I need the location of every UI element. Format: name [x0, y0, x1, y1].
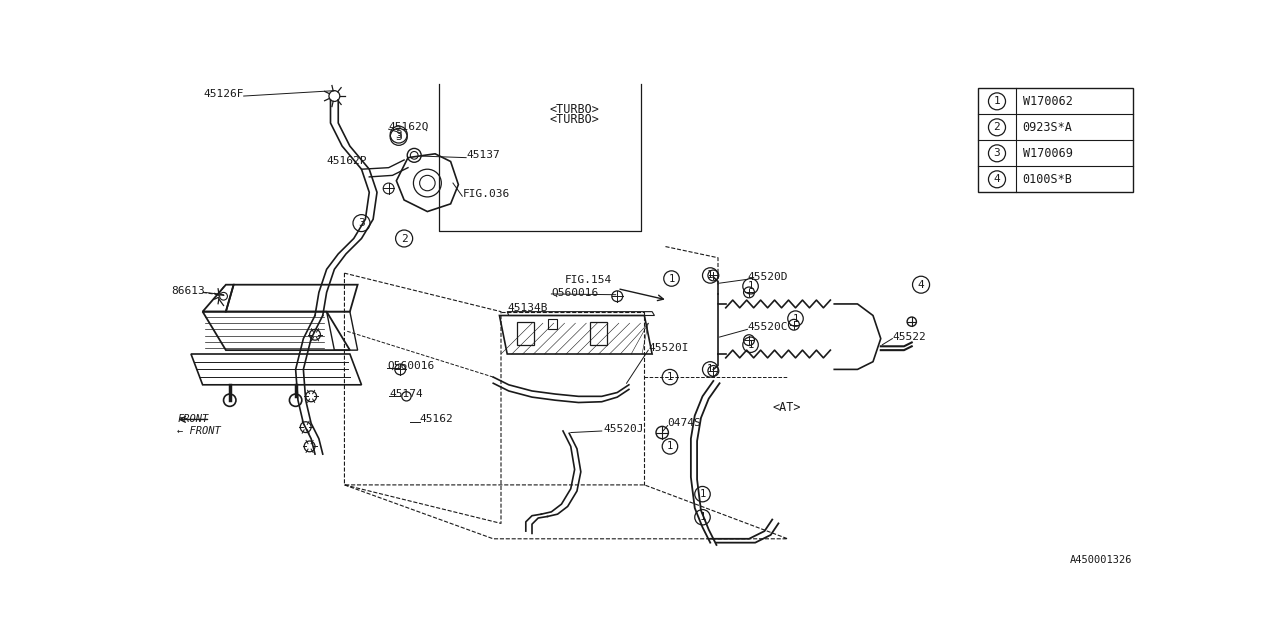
Text: <AT>: <AT>	[772, 401, 801, 415]
Text: 86613: 86613	[172, 286, 205, 296]
Text: Q560016: Q560016	[552, 287, 599, 298]
Text: A450001326: A450001326	[1070, 556, 1133, 565]
Text: 1: 1	[748, 281, 754, 291]
Text: 45162Q: 45162Q	[389, 122, 429, 132]
Text: 2: 2	[993, 122, 1001, 132]
Text: 45522: 45522	[892, 332, 927, 342]
Text: FRONT: FRONT	[177, 415, 209, 424]
Text: 1: 1	[748, 340, 754, 349]
Text: 1: 1	[792, 314, 799, 324]
Text: 45126F: 45126F	[204, 89, 243, 99]
Text: 4: 4	[993, 174, 1001, 184]
Bar	[548, 319, 557, 328]
Text: 45520C: 45520C	[748, 322, 788, 332]
Text: 4: 4	[918, 280, 924, 290]
Text: 45520J: 45520J	[603, 424, 644, 435]
Bar	[517, 322, 534, 345]
Text: ← FRONT: ← FRONT	[177, 426, 221, 436]
Text: 45174: 45174	[389, 389, 424, 399]
Text: 3: 3	[396, 129, 402, 140]
Text: Q560016: Q560016	[387, 360, 434, 371]
Text: 0923S*A: 0923S*A	[1023, 121, 1073, 134]
Text: 3: 3	[396, 132, 402, 142]
Text: 1: 1	[667, 372, 673, 382]
Text: <TURBO>: <TURBO>	[549, 113, 599, 125]
Text: 45520D: 45520D	[748, 272, 788, 282]
Text: 45134B: 45134B	[507, 303, 548, 313]
Text: 1: 1	[707, 364, 713, 374]
Text: 45162: 45162	[420, 415, 453, 424]
Text: 1: 1	[667, 442, 673, 451]
Text: FIG.154: FIG.154	[564, 275, 612, 285]
Text: 2: 2	[401, 234, 407, 243]
Text: 0474S: 0474S	[668, 419, 701, 428]
Text: 45137: 45137	[466, 150, 500, 161]
Text: W170069: W170069	[1023, 147, 1073, 160]
Text: FIG.036: FIG.036	[462, 189, 509, 199]
Text: 45162P: 45162P	[326, 157, 367, 166]
Text: <TURBO>: <TURBO>	[549, 102, 599, 116]
Text: 1: 1	[699, 489, 705, 499]
Text: 45520I: 45520I	[648, 343, 689, 353]
Text: 1: 1	[699, 512, 705, 522]
Text: W170062: W170062	[1023, 95, 1073, 108]
Text: 3: 3	[358, 218, 365, 228]
Bar	[978, 88, 1133, 192]
Text: 3: 3	[993, 148, 1001, 158]
Text: 0100S*B: 0100S*B	[1023, 173, 1073, 186]
Bar	[590, 322, 607, 345]
Text: 1: 1	[707, 271, 713, 280]
Text: 1: 1	[668, 273, 675, 284]
Text: 1: 1	[993, 97, 1001, 106]
